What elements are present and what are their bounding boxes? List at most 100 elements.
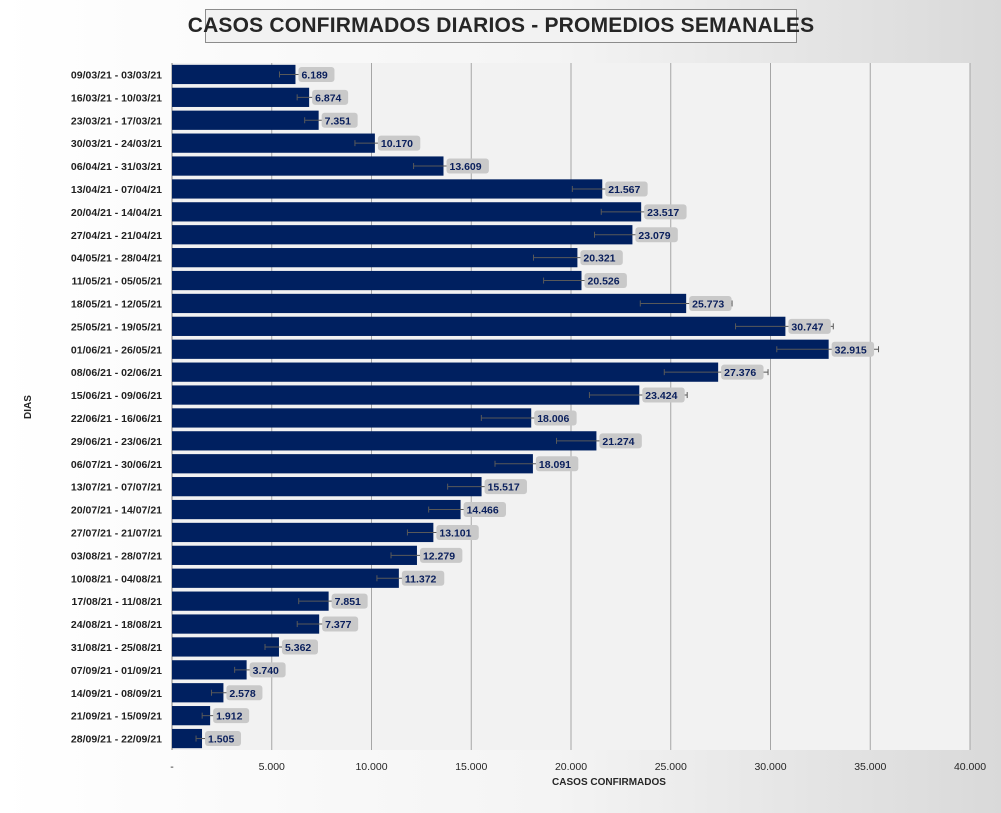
bar [172,545,417,565]
category-label: 03/08/21 - 28/07/21 [71,550,162,562]
data-label: 32.915 [835,344,867,356]
category-label: 10/08/21 - 04/08/21 [71,573,162,585]
category-label: 06/04/21 - 31/03/21 [71,161,162,173]
data-label: 25.773 [692,298,724,310]
x-tick-label: - [170,761,174,773]
bar [172,477,482,497]
bar [172,683,224,703]
x-axis-title: CASOS CONFIRMADOS [552,777,666,788]
data-label: 3.740 [253,665,279,677]
data-label: 6.874 [315,92,341,104]
data-label-bg [205,731,242,747]
data-label: 21.274 [602,436,634,448]
data-label-bg [584,273,627,289]
category-label: 25/05/21 - 19/05/21 [71,321,162,333]
gridlines [171,63,971,750]
category-label: 06/07/21 - 30/06/21 [71,459,162,471]
x-tick-label: 35.000 [854,761,886,773]
x-tick-label: 10.000 [355,761,387,773]
bar [172,522,434,543]
category-label: 21/09/21 - 15/09/21 [71,711,162,723]
category-label: 29/06/21 - 23/06/21 [71,436,162,448]
data-label: 11.372 [405,573,437,585]
data-label-bg [322,616,359,632]
data-label: 12.279 [423,550,455,562]
category-label: 30/03/21 - 24/03/21 [71,138,162,150]
category-label: 13/07/21 - 07/07/21 [71,482,162,494]
data-label-bg [331,593,368,609]
bar [172,637,279,657]
data-label-bg [377,135,421,151]
data-label: 7.377 [325,619,351,631]
category-label: 24/08/21 - 18/08/21 [71,619,162,631]
category-label: 23/03/21 - 17/03/21 [71,115,162,127]
category-label: 08/06/21 - 02/06/21 [71,367,162,379]
data-label-bg [226,685,263,701]
data-label-bg [788,318,831,334]
bar [172,728,203,749]
bar [172,156,444,176]
data-label-bg [401,570,445,586]
data-label: 1.912 [216,711,242,723]
category-label: 31/08/21 - 25/08/21 [71,642,162,654]
chart-title: CASOS CONFIRMADOS DIARIOS - PROMEDIOS SE… [188,9,814,43]
data-label-bg [213,708,250,724]
bars [172,64,829,749]
data-label-bg [446,158,489,174]
bar [172,87,310,107]
category-label: 17/08/21 - 11/08/21 [72,596,163,608]
data-label: 5.362 [285,642,311,654]
data-label: 13.609 [449,161,481,173]
category-label: 11/05/21 - 05/05/21 [72,276,163,288]
x-tick-label: 30.000 [754,761,786,773]
data-label: 6.189 [301,69,327,81]
data-label: 20.526 [587,276,619,288]
bar [172,293,687,314]
bar [172,454,533,474]
data-label-bg [535,456,579,472]
data-label-bg [599,433,642,449]
data-label: 23.517 [647,207,679,219]
bar [172,316,786,336]
category-label: 28/09/21 - 22/09/21 [71,734,162,746]
bar [172,362,719,382]
bar [172,431,597,451]
data-label: 14.466 [467,505,499,517]
bar [172,225,633,245]
data-label-bg [689,295,732,311]
data-label-bg [644,204,687,220]
category-label: 20/04/21 - 14/04/21 [71,207,162,219]
bar [172,385,640,405]
category-label: 16/03/21 - 10/03/21 [71,92,162,104]
x-tick-label: 5.000 [259,761,285,773]
data-label-bg [534,410,577,426]
category-label: 27/07/21 - 21/07/21 [71,527,162,539]
data-label-bg [419,547,463,563]
x-tick-labels: - 5.000 10.000 15.000 20.000 25.000 30.000 35.0… [170,761,986,773]
category-label: 14/09/21 - 08/09/21 [71,688,162,700]
data-label: 23.424 [645,390,677,402]
bar [172,202,642,222]
category-label: 27/04/21 - 21/04/21 [71,230,162,242]
category-label: 09/03/21 - 03/03/21 [71,69,162,81]
data-label-bg [321,112,358,128]
data-label-bg [249,662,286,678]
bar [172,179,603,199]
data-label: 20.321 [583,253,615,265]
category-label: 07/09/21 - 01/09/21 [71,665,162,677]
bar [172,706,211,726]
data-label: 7.851 [335,596,361,608]
bar [172,64,296,85]
bar [172,660,247,680]
x-tick-label: 20.000 [555,761,587,773]
data-label: 27.376 [724,367,756,379]
data-label: 10.170 [381,138,413,150]
x-tick-label: 25.000 [655,761,687,773]
data-label-bg [721,364,764,380]
bar [172,339,829,359]
bar [172,408,532,428]
data-label-bg [463,502,506,518]
category-label: 22/06/21 - 16/06/21 [71,413,162,425]
bar [172,568,399,588]
